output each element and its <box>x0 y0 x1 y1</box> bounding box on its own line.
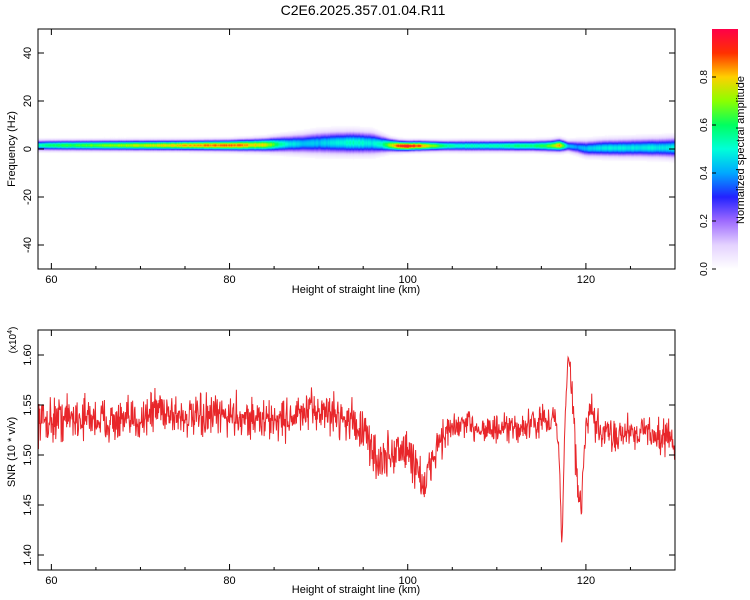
spectrogram-xtick-label: 120 <box>577 274 595 286</box>
colorbar-gradient <box>712 29 738 269</box>
colorbar-tick-label: 0.4 <box>699 166 710 180</box>
snr-ytick-label: 1.45 <box>22 494 34 515</box>
spectrogram-ylabel: Frequency (Hz) <box>6 111 18 187</box>
spectrogram-ytick-label: 0 <box>22 146 34 152</box>
snr-multiplier-exp: 4 <box>7 330 14 334</box>
snr-ytick-label: 1.55 <box>22 394 34 415</box>
colorbar: 0.0 0.2 0.4 0.6 0.8 Normalized spectral ampl… <box>699 29 747 276</box>
snr-panel: 60 80 100 120 1.40 1.45 1.50 1.55 1.60 Height of… <box>6 327 676 596</box>
spectrogram-xtick-label: 80 <box>223 274 235 286</box>
spectrogram-heatmap <box>38 29 675 269</box>
spectrogram-ticks: 60 80 100 120 -40 -20 0 20 40 <box>22 29 676 286</box>
spectrogram-panel: 60 80 100 120 -40 -20 0 20 40 Height of straight… <box>6 28 676 296</box>
snr-frame <box>37 329 676 571</box>
snr-xtick-label: 60 <box>45 575 57 587</box>
spectrogram-ytick-label: -40 <box>22 237 34 253</box>
spectrogram-xtick-label: 100 <box>399 274 417 286</box>
figure-title: C2E6.2025.357.01.04.R11 <box>281 2 446 18</box>
snr-xtick-label: 100 <box>399 575 417 587</box>
snr-multiplier: (x104) <box>7 327 19 354</box>
spectrogram-xlabel: Height of straight line (km) <box>292 284 420 296</box>
snr-ytick-label: 1.50 <box>22 444 34 465</box>
colorbar-ticks: 0.0 0.2 0.4 0.6 0.8 <box>699 70 716 276</box>
snr-xtick-label: 80 <box>223 575 235 587</box>
spectrogram-image <box>38 29 675 269</box>
colorbar-tick-label: 0.8 <box>699 70 710 84</box>
colorbar-tick-label: 0.0 <box>699 262 710 276</box>
spectrogram-ytick-label: -20 <box>22 189 34 205</box>
snr-ytick-label: 1.40 <box>22 544 34 565</box>
snr-ytick-label: 1.60 <box>22 344 34 365</box>
colorbar-label: Normalized spectral amplitude <box>735 76 747 224</box>
spectrogram-xtick-label: 60 <box>45 274 57 286</box>
snr-series-line <box>38 355 675 543</box>
snr-xlabel: Height of straight line (km) <box>292 584 420 596</box>
snr-ylabel: SNR (10 * v/v) <box>6 417 18 487</box>
snr-xtick-label: 120 <box>577 575 595 587</box>
colorbar-tick-label: 0.6 <box>699 118 710 132</box>
spectrogram-ytick-label: 40 <box>22 47 34 59</box>
snr-multiplier-base: (x104) <box>7 327 19 354</box>
colorbar-tick-label: 0.2 <box>699 214 710 228</box>
snr-ticks: 60 80 100 120 1.40 1.45 1.50 1.55 1.60 <box>22 330 676 587</box>
spectrogram-ytick-label: 20 <box>22 95 34 107</box>
